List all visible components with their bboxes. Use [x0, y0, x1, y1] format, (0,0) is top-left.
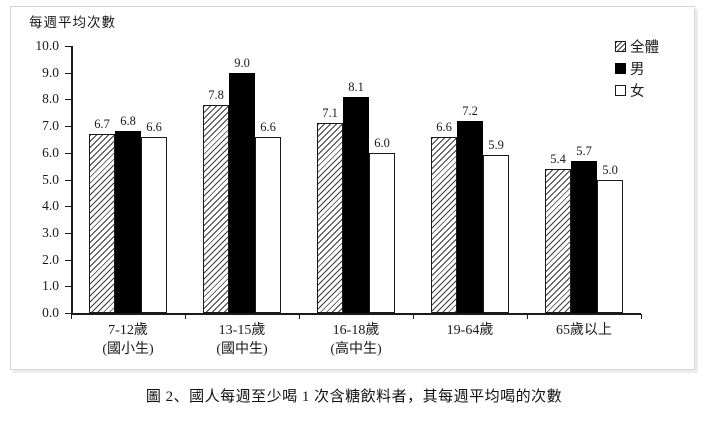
bar-value-label: 5.0 — [602, 162, 618, 177]
y-tick-label: 2.0 — [42, 251, 59, 267]
y-tick-label: 4.0 — [42, 198, 59, 214]
bar-value-label: 9.0 — [234, 55, 250, 70]
x-category-label: 7-12歲 (國小生) — [102, 323, 154, 357]
bar-value-label: 6.6 — [260, 119, 276, 134]
bar-value-label: 6.6 — [146, 119, 162, 134]
x-category-label: 19-64歲 — [446, 323, 494, 338]
x-tick-mark — [299, 314, 300, 319]
y-axis — [71, 46, 73, 314]
bar-男-7-12歲 — [115, 131, 141, 313]
y-tick-label: 6.0 — [42, 144, 59, 160]
y-tick-mark — [65, 232, 71, 234]
bar-value-label: 8.1 — [348, 79, 364, 94]
x-category-label: 65歲以上 — [556, 323, 612, 338]
x-category-label: 13-15歲 (國中生) — [216, 323, 268, 357]
y-tick-mark — [65, 126, 71, 128]
x-tick-mark — [185, 314, 186, 319]
bar-value-label: 5.9 — [488, 138, 504, 153]
bar-全體-13-15歲 — [203, 104, 229, 313]
bar-男-19-64歲 — [457, 120, 483, 313]
legend-swatch-solid-icon — [615, 62, 626, 74]
bar-value-label: 7.2 — [462, 103, 478, 118]
y-tick-mark — [65, 206, 71, 208]
bar-女-7-12歲 — [141, 136, 167, 313]
x-tick-mark — [71, 314, 72, 319]
y-axis-title: 每週平均次數 — [29, 15, 116, 30]
legend-item-全體: 全體 — [615, 35, 695, 57]
bar-男-13-15歲 — [229, 72, 255, 313]
x-axis — [71, 313, 641, 315]
bar-value-label: 6.6 — [436, 119, 452, 134]
bar-value-label: 6.8 — [120, 114, 136, 129]
y-tick-label: 10.0 — [35, 38, 59, 53]
bar-男-65歲以上 — [571, 160, 597, 313]
bar-value-label: 6.0 — [374, 135, 390, 150]
legend-swatch-outline-icon — [615, 84, 626, 96]
bar-value-label: 6.7 — [94, 117, 110, 132]
y-tick-mark — [65, 313, 71, 314]
bar-男-16-18歲 — [343, 96, 369, 313]
bar-全體-65歲以上 — [545, 168, 571, 313]
x-tick-mark — [413, 314, 414, 319]
figure-caption: 圖 2、國人每週至少喝 1 次含糖飲料者，其每週平均喝的次數 — [145, 389, 563, 405]
y-tick-mark — [65, 99, 71, 101]
legend-item-男: 男 — [615, 57, 695, 79]
bar-全體-7-12歲 — [89, 134, 115, 313]
y-tick-label: 8.0 — [42, 91, 59, 107]
y-tick-mark — [65, 286, 71, 288]
legend-label: 男 — [630, 61, 645, 78]
y-tick-mark — [65, 179, 71, 181]
legend-swatch-hatched-icon — [615, 40, 626, 52]
legend-label: 女 — [630, 83, 645, 100]
bar-value-label: 5.7 — [576, 143, 592, 158]
y-tick-mark — [65, 72, 71, 74]
bar-女-65歲以上 — [597, 179, 623, 313]
bar-value-label: 7.1 — [322, 106, 338, 121]
x-category-label: 16-18歲 (高中生) — [330, 323, 382, 357]
legend-label: 全體 — [630, 39, 659, 56]
y-tick-mark — [65, 46, 71, 47]
y-tick-label: 9.0 — [42, 64, 59, 80]
y-tick-label: 7.0 — [42, 118, 59, 134]
bar-全體-16-18歲 — [317, 123, 343, 313]
bar-女-13-15歲 — [255, 136, 281, 313]
bar-全體-19-64歲 — [431, 136, 457, 313]
y-tick-label: 0.0 — [42, 305, 59, 320]
y-tick-mark — [65, 259, 71, 261]
bar-value-label: 5.4 — [550, 151, 566, 166]
bar-value-label: 7.8 — [208, 87, 224, 102]
y-tick-label: 3.0 — [42, 224, 59, 240]
x-tick-mark — [641, 314, 642, 319]
y-tick-label: 5.0 — [42, 171, 59, 187]
legend: 全體男女 — [615, 35, 695, 101]
bar-女-19-64歲 — [483, 155, 509, 313]
y-tick-mark — [65, 152, 71, 154]
bar-女-16-18歲 — [369, 152, 395, 313]
y-tick-label: 1.0 — [42, 278, 59, 294]
chart-panel: 每週平均次數 全體男女 0.0 1.0 2.0 3.0 4.0 5.0 6.0 7.0 8.0 9… — [10, 6, 695, 370]
x-tick-mark — [527, 314, 528, 319]
legend-item-女: 女 — [615, 79, 695, 101]
